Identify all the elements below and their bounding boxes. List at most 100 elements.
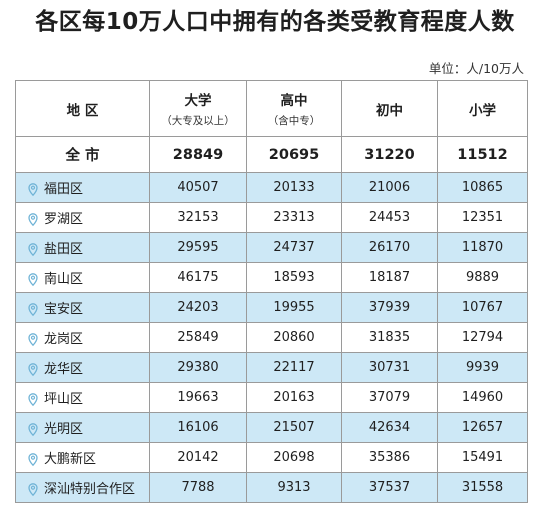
value-middle: 30731	[341, 352, 438, 383]
header-region: 地 区	[15, 80, 150, 137]
district-name: 龙岗区	[44, 332, 84, 347]
header-middle: 初中	[341, 80, 438, 137]
value-middle: 18187	[341, 262, 438, 293]
district-name: 盐田区	[44, 242, 84, 257]
header-college-label: 大学	[184, 93, 212, 109]
total-high: 20695	[246, 136, 342, 173]
value-primary: 15491	[437, 442, 528, 473]
value-primary: 12657	[437, 412, 528, 443]
value-middle: 37537	[341, 472, 438, 503]
district-name: 坪山区	[44, 392, 84, 407]
value-primary: 9889	[437, 262, 528, 293]
value-college: 46175	[149, 262, 247, 293]
district-name: 深汕特别合作区	[44, 482, 136, 497]
district-name-cell: 坪山区	[15, 382, 150, 413]
table-row: 南山区 46175 18593 18187 9889	[15, 262, 528, 293]
table-row: 坪山区 19663 20163 37079 14960	[15, 382, 528, 413]
value-high: 19955	[246, 292, 342, 323]
value-high: 20860	[246, 322, 342, 353]
district-name-cell: 龙华区	[15, 352, 150, 383]
value-primary: 12794	[437, 322, 528, 353]
total-college: 28849	[149, 136, 247, 173]
value-college: 29595	[149, 232, 247, 263]
value-college: 40507	[149, 172, 247, 203]
value-middle: 37939	[341, 292, 438, 323]
location-pin-icon	[28, 453, 38, 466]
value-primary: 11870	[437, 232, 528, 263]
value-high: 18593	[246, 262, 342, 293]
district-name-cell: 光明区	[15, 412, 150, 443]
value-college: 19663	[149, 382, 247, 413]
header-primary: 小学	[437, 80, 528, 137]
header-college-sub: （大专及以上）	[161, 115, 235, 127]
district-name: 大鹏新区	[44, 452, 97, 467]
district-name: 南山区	[44, 272, 84, 287]
value-middle: 37079	[341, 382, 438, 413]
district-name-cell: 盐田区	[15, 232, 150, 263]
district-name-cell: 南山区	[15, 262, 150, 293]
total-name: 全 市	[15, 136, 150, 173]
district-name-cell: 深汕特别合作区	[15, 472, 150, 503]
value-middle: 24453	[341, 202, 438, 233]
header-college: 大学 （大专及以上）	[149, 80, 247, 137]
table-row: 深汕特别合作区 7788 9313 37537 31558	[15, 472, 528, 503]
value-middle: 26170	[341, 232, 438, 263]
table-row: 盐田区 29595 24737 26170 11870	[15, 232, 528, 263]
value-college: 7788	[149, 472, 247, 503]
district-name: 光明区	[44, 422, 84, 437]
location-pin-icon	[28, 183, 38, 196]
total-row: 全 市 28849 20695 31220 11512	[15, 136, 528, 173]
district-name: 罗湖区	[44, 212, 84, 227]
education-table: 地 区 大学 （大专及以上） 高中 （含中专） 初中 小学 全 市 28849 …	[15, 80, 528, 503]
table-row: 光明区 16106 21507 42634 12657	[15, 412, 528, 443]
value-college: 29380	[149, 352, 247, 383]
table-row: 福田区 40507 20133 21006 10865	[15, 172, 528, 203]
location-pin-icon	[28, 333, 38, 346]
value-primary: 10767	[437, 292, 528, 323]
location-pin-icon	[28, 363, 38, 376]
location-pin-icon	[28, 303, 38, 316]
district-name: 宝安区	[44, 302, 84, 317]
location-pin-icon	[28, 273, 38, 286]
value-middle: 21006	[341, 172, 438, 203]
value-primary: 9939	[437, 352, 528, 383]
table-row: 龙岗区 25849 20860 31835 12794	[15, 322, 528, 353]
value-high: 21507	[246, 412, 342, 443]
value-primary: 31558	[437, 472, 528, 503]
value-high: 20698	[246, 442, 342, 473]
table-row: 龙华区 29380 22117 30731 9939	[15, 352, 528, 383]
total-middle: 31220	[341, 136, 438, 173]
value-high: 22117	[246, 352, 342, 383]
table-row: 罗湖区 32153 23313 24453 12351	[15, 202, 528, 233]
location-pin-icon	[28, 483, 38, 496]
header-high-label: 高中	[280, 93, 308, 109]
header-high-sub: （含中专）	[267, 115, 321, 127]
district-name-cell: 罗湖区	[15, 202, 150, 233]
table-row: 宝安区 24203 19955 37939 10767	[15, 292, 528, 323]
value-college: 24203	[149, 292, 247, 323]
location-pin-icon	[28, 393, 38, 406]
value-middle: 42634	[341, 412, 438, 443]
value-high: 20163	[246, 382, 342, 413]
value-college: 25849	[149, 322, 247, 353]
header-row: 地 区 大学 （大专及以上） 高中 （含中专） 初中 小学	[15, 80, 528, 137]
value-college: 32153	[149, 202, 247, 233]
location-pin-icon	[28, 213, 38, 226]
total-primary: 11512	[437, 136, 528, 173]
district-name-cell: 大鹏新区	[15, 442, 150, 473]
page-title: 各区每10万人口中拥有的各类受教育程度人数	[35, 9, 515, 35]
value-high: 24737	[246, 232, 342, 263]
unit-label: 单位：人/10万人	[428, 61, 524, 76]
value-middle: 35386	[341, 442, 438, 473]
value-middle: 31835	[341, 322, 438, 353]
value-high: 9313	[246, 472, 342, 503]
district-name-cell: 福田区	[15, 172, 150, 203]
location-pin-icon	[28, 423, 38, 436]
district-name-cell: 宝安区	[15, 292, 150, 323]
district-name: 龙华区	[44, 362, 84, 377]
district-rows: 福田区 40507 20133 21006 10865 罗湖区 32153 23313 2445…	[15, 172, 528, 503]
district-name: 福田区	[44, 182, 84, 197]
value-primary: 14960	[437, 382, 528, 413]
district-name-cell: 龙岗区	[15, 322, 150, 353]
value-college: 20142	[149, 442, 247, 473]
